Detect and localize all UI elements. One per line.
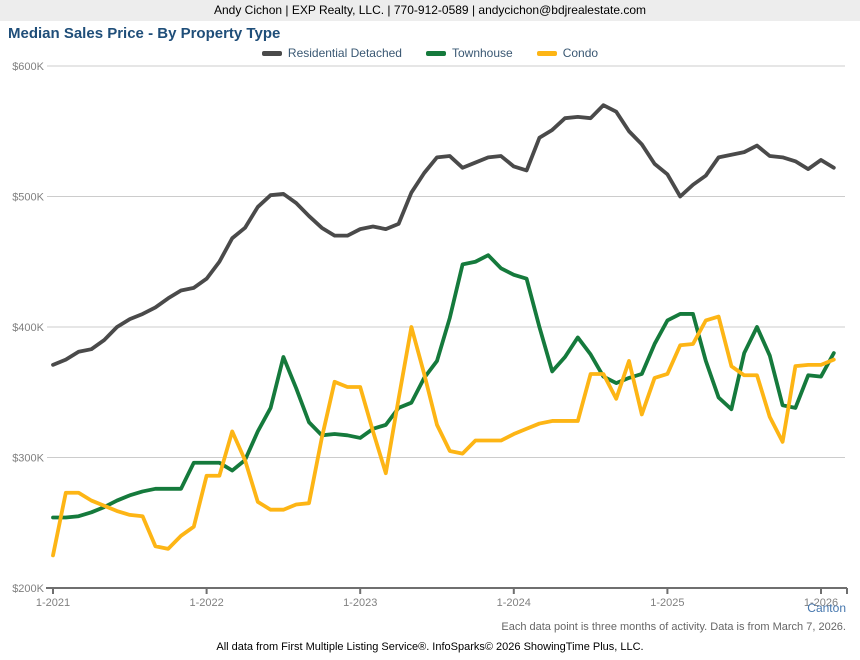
legend-swatch-condo bbox=[536, 50, 557, 56]
attribution: All data from First Multiple Listing Ser… bbox=[216, 641, 644, 653]
data-note: Each data point is three months of activ… bbox=[501, 621, 846, 633]
y-axis-label-500k: $500K bbox=[12, 192, 44, 204]
y-axis-label-300k: $300K bbox=[12, 453, 44, 465]
legend-item-residential-detached: Residential Detached bbox=[261, 46, 402, 60]
series-line-townhouse bbox=[51, 253, 836, 520]
x-axis-label-1-2024: 1-2024 bbox=[497, 597, 531, 609]
location-label: Canton bbox=[807, 601, 846, 615]
x-axis-label-1-2025: 1-2025 bbox=[650, 597, 684, 609]
x-axis-label-1-2022: 1-2022 bbox=[189, 597, 223, 609]
y-axis-label-600k: $600K bbox=[12, 61, 44, 73]
legend-label-condo: Condo bbox=[562, 46, 599, 60]
series-line-residential-detached bbox=[51, 103, 836, 367]
legend-item-condo: Condo bbox=[536, 46, 599, 60]
legend-swatch-townhouse bbox=[425, 50, 446, 56]
page-title: Median Sales Price - By Property Type bbox=[8, 25, 281, 42]
x-axis-label-1-2023: 1-2023 bbox=[343, 597, 377, 609]
y-axis-label-200k: $200K bbox=[12, 583, 44, 595]
chart-legend: Residential Detached Townhouse Condo bbox=[0, 46, 860, 60]
header-contact-bar: Andy Cichon | EXP Realty, LLC. | 770-912… bbox=[0, 0, 860, 21]
y-axis-label-400k: $400K bbox=[12, 322, 44, 334]
legend-label-townhouse: Townhouse bbox=[451, 46, 513, 60]
x-axis-label-1-2026: 1-2026 bbox=[804, 597, 838, 609]
series-line-condo bbox=[51, 314, 836, 558]
legend-label-residential-detached: Residential Detached bbox=[287, 46, 402, 60]
x-axis-label-1-2021: 1-2021 bbox=[36, 597, 70, 609]
chart-canvas: $200K $300K $400K $500K $600K 1-2021 1-2022 1-2… bbox=[12, 61, 848, 609]
legend-item-townhouse: Townhouse bbox=[425, 46, 513, 60]
legend-swatch-residential-detached bbox=[261, 50, 282, 56]
header-contact-text: Andy Cichon | EXP Realty, LLC. | 770-912… bbox=[214, 3, 646, 17]
